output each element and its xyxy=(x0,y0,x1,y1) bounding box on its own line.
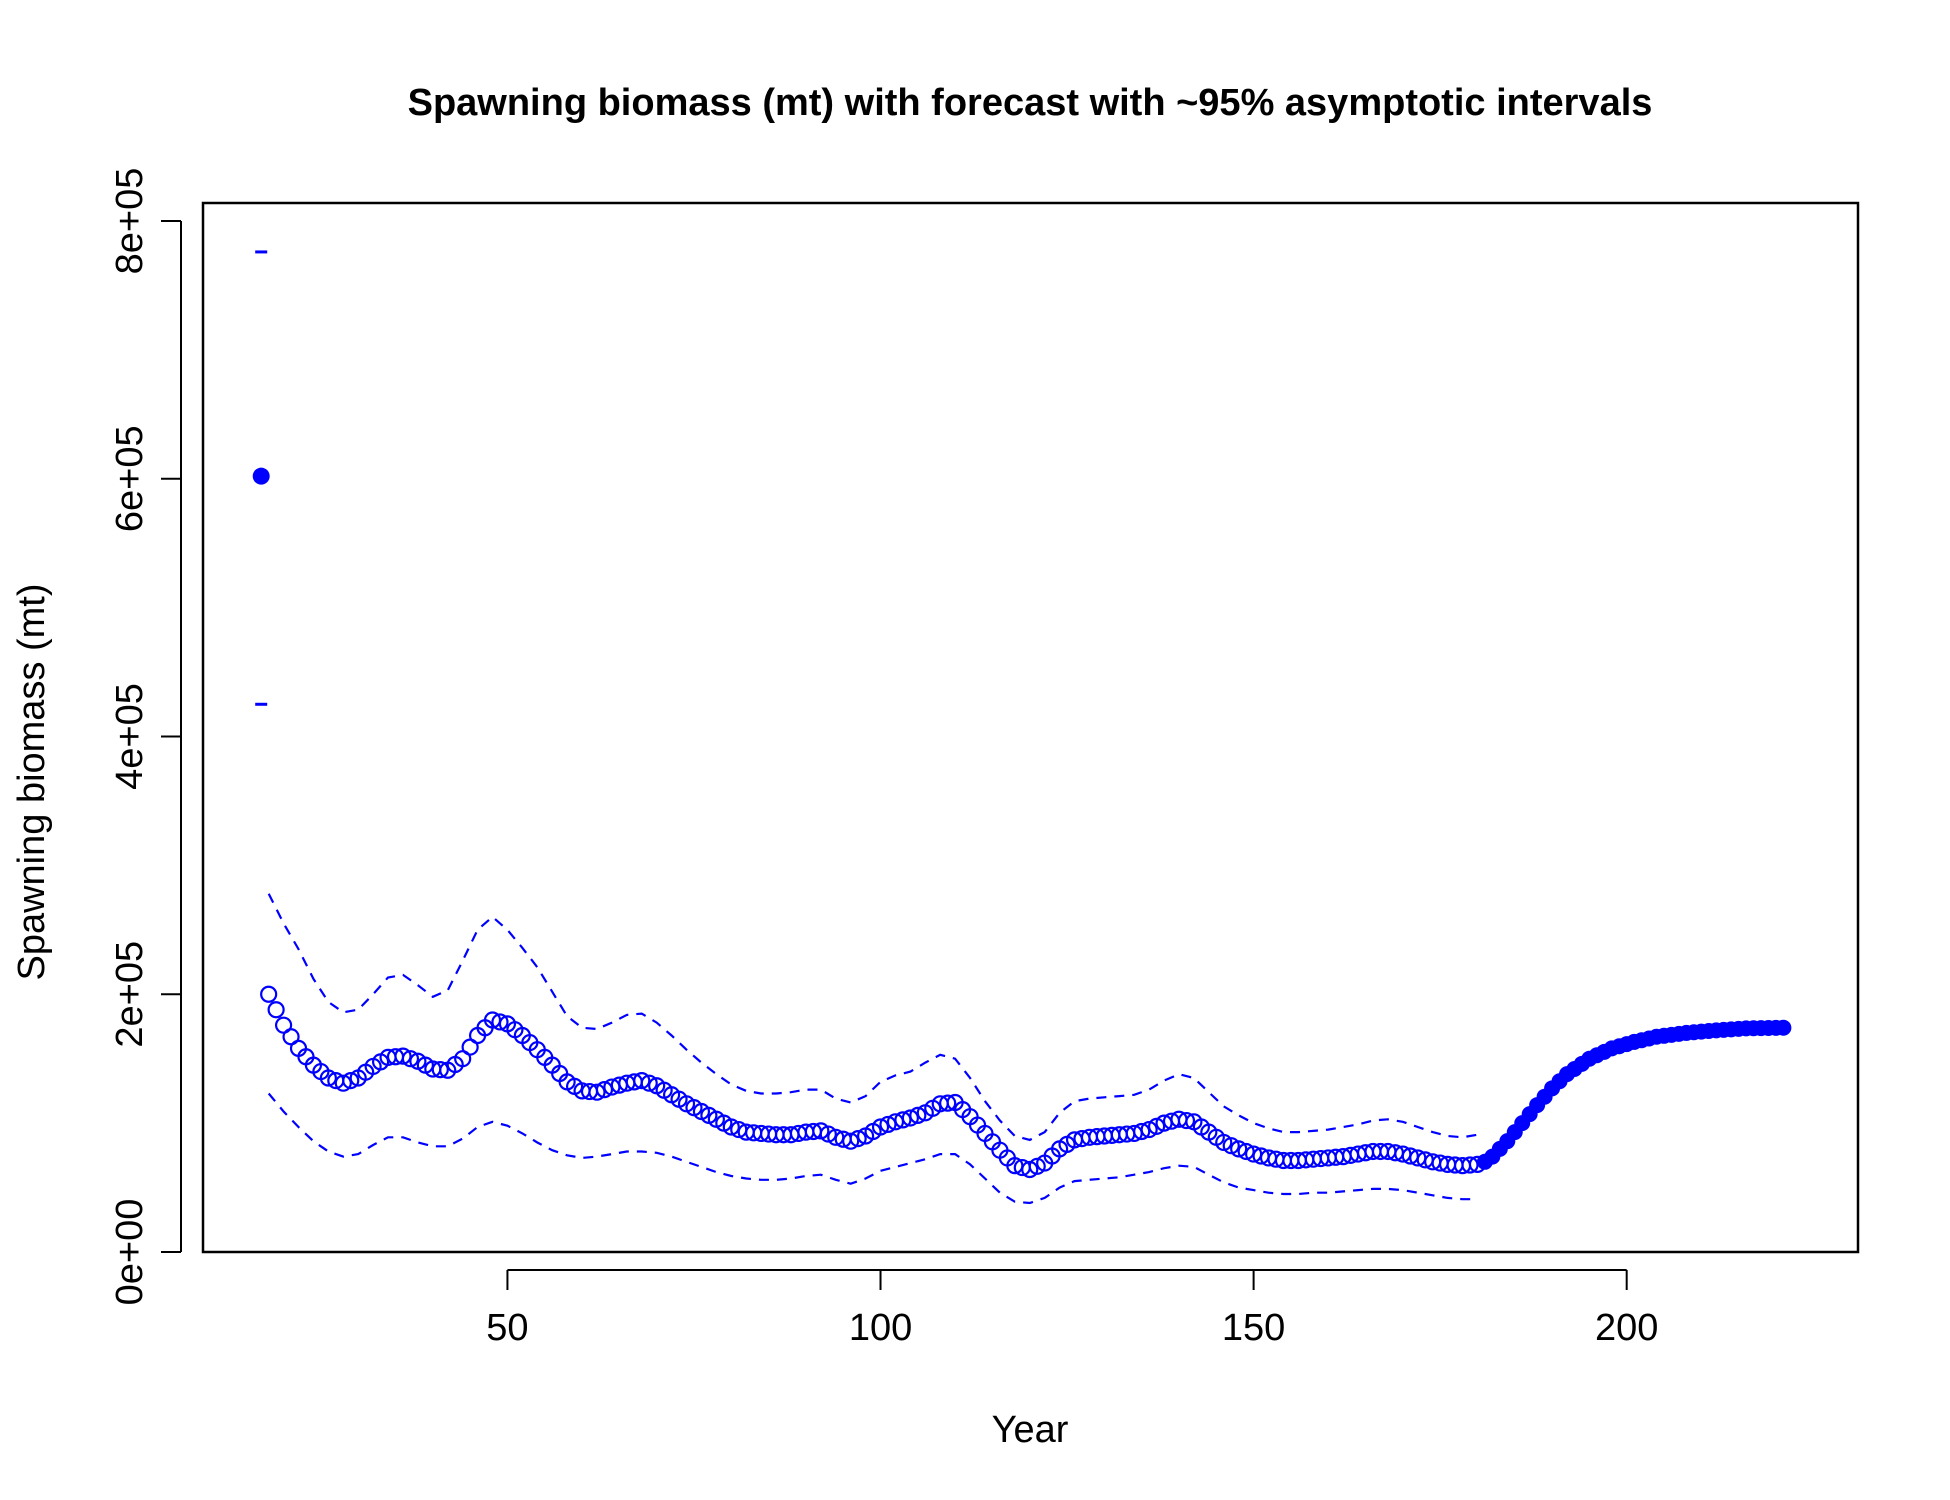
forecast-point xyxy=(1775,1019,1792,1036)
y-tick-label: 4e+05 xyxy=(109,683,151,790)
estimate-point xyxy=(588,1083,606,1101)
estimate-point xyxy=(595,1081,614,1099)
axes: 50 100 150 200 0e+00 2e+05 4e+05 6e+05 8e+05 xyxy=(109,168,1658,1349)
estimate-point xyxy=(401,1050,420,1068)
y-tick-label: 2e+05 xyxy=(109,941,151,1048)
x-axis-label: Year xyxy=(992,1409,1069,1451)
estimate-point xyxy=(879,1115,897,1134)
estimate-point xyxy=(1148,1117,1166,1135)
estimate-point xyxy=(871,1118,890,1136)
estimate-point xyxy=(1133,1122,1151,1141)
estimate-point xyxy=(267,1001,285,1019)
x-tick-label: 50 xyxy=(486,1307,528,1349)
estimate-point xyxy=(640,1074,658,1092)
estimate-point xyxy=(909,1106,927,1124)
x-tick-label: 200 xyxy=(1595,1307,1658,1349)
data-points xyxy=(252,467,1792,1179)
estimate-point xyxy=(1028,1157,1046,1175)
estimate-point xyxy=(431,1061,449,1079)
estimate-point xyxy=(1237,1142,1255,1161)
estimate-point xyxy=(1177,1111,1196,1130)
estimate-point xyxy=(1140,1120,1158,1139)
estimate-point xyxy=(939,1094,957,1112)
estimate-point xyxy=(1230,1140,1248,1158)
estimate-point xyxy=(633,1071,651,1090)
estimate-point xyxy=(849,1129,867,1148)
confidence-intervals xyxy=(255,250,1478,1205)
estimate-point xyxy=(260,985,278,1003)
virgin-point xyxy=(252,467,270,485)
estimate-point xyxy=(1461,1156,1479,1174)
y-axis-label: Spawning biomass (mt) xyxy=(11,583,53,980)
estimate-point xyxy=(812,1122,830,1140)
estimate-point xyxy=(1222,1137,1240,1155)
x-tick-label: 100 xyxy=(849,1307,912,1349)
upper-ci-line xyxy=(267,893,1478,1142)
estimate-point xyxy=(722,1118,740,1136)
y-tick-label: 8e+05 xyxy=(109,168,151,275)
x-tick-label: 150 xyxy=(1222,1307,1285,1349)
estimate-point xyxy=(1021,1160,1039,1179)
lower-ci-line xyxy=(267,1092,1478,1205)
y-tick-label: 0e+00 xyxy=(109,1199,151,1306)
estimate-point xyxy=(901,1109,919,1127)
estimate-point xyxy=(842,1132,860,1150)
estimate-point xyxy=(894,1111,912,1129)
chart-title: Spawning biomass (mt) with forecast with… xyxy=(408,82,1653,124)
y-tick-label: 6e+05 xyxy=(109,425,151,532)
plot-frame xyxy=(201,201,1860,1254)
estimate-point xyxy=(491,1013,509,1031)
estimate-point xyxy=(819,1125,837,1143)
estimate-point xyxy=(334,1074,352,1092)
estimate-point xyxy=(319,1069,337,1087)
estimate-point xyxy=(342,1071,360,1090)
estimate-point xyxy=(394,1047,412,1065)
estimate-point xyxy=(1215,1133,1233,1152)
